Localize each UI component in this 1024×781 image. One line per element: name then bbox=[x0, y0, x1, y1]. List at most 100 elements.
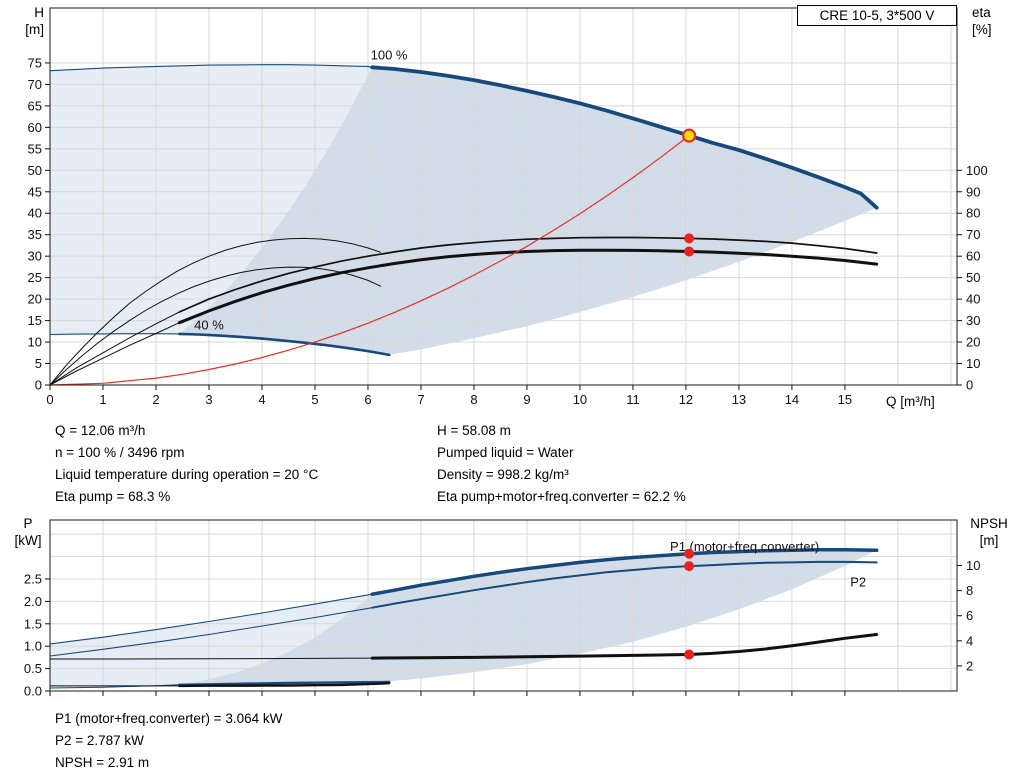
info-npsh: NPSH = 2.91 m bbox=[55, 755, 150, 770]
y-left-tick-label: 0.0 bbox=[24, 684, 42, 699]
x-tick-label: 10 bbox=[573, 392, 587, 407]
q-axis-title: Q [m³/h] bbox=[886, 393, 935, 410]
power-envelope-light bbox=[50, 594, 373, 688]
envelope-light bbox=[50, 64, 373, 335]
y-left-tick-label: 25 bbox=[28, 270, 42, 285]
info-eta-pump: Eta pump = 68.3 % bbox=[55, 489, 171, 504]
y-left-tick-label: 5 bbox=[35, 356, 42, 371]
eta-total-point bbox=[684, 246, 695, 257]
y-right-tick-label: 80 bbox=[966, 206, 980, 221]
duty-info-left: Q = 12.06 m³/h n = 100 % / 3496 rpm Liqu… bbox=[55, 420, 318, 508]
x-tick-label: 3 bbox=[205, 392, 212, 407]
y-right-tick-label: 30 bbox=[966, 313, 980, 328]
npsh-axis-title-line1: NPSH bbox=[970, 516, 1008, 531]
pump-type-box: CRE 10-5, 3*500 V bbox=[797, 5, 957, 26]
eta-total-curve-40 bbox=[49, 266, 382, 386]
p1-point bbox=[684, 548, 695, 559]
x-tick-label: 0 bbox=[46, 392, 53, 407]
duty-point[interactable] bbox=[682, 128, 697, 143]
x-tick-label: 12 bbox=[679, 392, 693, 407]
y-left-tick-label: 75 bbox=[28, 55, 42, 70]
info-p1: P1 (motor+freq.converter) = 3.064 kW bbox=[55, 711, 283, 726]
info-h: H = 58.08 m bbox=[437, 423, 511, 438]
y-right-tick-label: 4 bbox=[966, 633, 973, 648]
x-tick-label: 15 bbox=[838, 392, 852, 407]
eta-pump-point bbox=[684, 233, 695, 244]
x-tick-label: 9 bbox=[523, 392, 530, 407]
y-right-tick-label: 10 bbox=[966, 558, 980, 573]
x-tick-label: 8 bbox=[470, 392, 477, 407]
y-left-tick-label: 65 bbox=[28, 98, 42, 113]
y-right-tick-label: 6 bbox=[966, 608, 973, 623]
x-tick-label: 2 bbox=[152, 392, 159, 407]
p2-point bbox=[684, 561, 695, 572]
p2-curve-operating-range bbox=[371, 560, 878, 609]
y-left-tick-label: 45 bbox=[28, 184, 42, 199]
p-axis-title-line2: [kW] bbox=[14, 533, 42, 548]
p1-curve-40-operating-range bbox=[178, 680, 391, 686]
h-axis-title-line2: [m] bbox=[25, 22, 44, 37]
info-q: Q = 12.06 m³/h bbox=[55, 423, 146, 438]
head-chart: 0510152025303540455055606570750102030405… bbox=[28, 7, 988, 407]
label-p1: P1 (motor+freq.converter) bbox=[670, 539, 819, 554]
eta-axis-title-line2: [%] bbox=[972, 22, 992, 37]
y-right-tick-label: 70 bbox=[966, 227, 980, 242]
y-right-tick-label: 50 bbox=[966, 270, 980, 285]
y-right-tick-label: 60 bbox=[966, 249, 980, 264]
info-eta-total: Eta pump+motor+freq.converter = 62.2 % bbox=[437, 489, 686, 504]
y-left-tick-label: 2.0 bbox=[24, 594, 42, 609]
npsh-axis-title-line2: [m] bbox=[979, 533, 999, 548]
duty-info-right: H = 58.08 m Pumped liquid = Water Densit… bbox=[437, 420, 686, 508]
x-tick-label: 13 bbox=[732, 392, 746, 407]
p-axis-title-line1: P bbox=[23, 516, 33, 531]
label-100-percent: 100 % bbox=[371, 48, 408, 63]
envelope-main bbox=[179, 67, 877, 355]
x-tick-label: 11 bbox=[626, 392, 640, 407]
pump-curve-100-operating-range bbox=[370, 65, 879, 210]
info-speed: n = 100 % / 3496 rpm bbox=[55, 445, 185, 460]
eta-total-curve-operating-range bbox=[177, 248, 879, 325]
x-tick-label: 5 bbox=[311, 392, 318, 407]
head-chart-frame bbox=[49, 7, 958, 386]
x-tick-label: 7 bbox=[417, 392, 424, 407]
y-right-tick-label: 8 bbox=[966, 583, 973, 598]
label-p2: P2 bbox=[850, 575, 866, 590]
y-left-tick-label: 15 bbox=[28, 313, 42, 328]
y-right-tick-label: 90 bbox=[966, 184, 980, 199]
info-p2: P2 = 2.787 kW bbox=[55, 733, 144, 748]
y-right-tick-label: 40 bbox=[966, 292, 980, 307]
y-left-tick-label: 55 bbox=[28, 141, 42, 156]
pump-curve-40-operating-range bbox=[178, 332, 391, 357]
y-left-tick-label: 30 bbox=[28, 249, 42, 264]
y-left-tick-label: 10 bbox=[28, 335, 42, 350]
info-density: Density = 998.2 kg/m³ bbox=[437, 467, 569, 482]
y-left-tick-label: 0 bbox=[35, 378, 42, 393]
power-chart: 0.0 0.5 1.0 1.5 2.0 2.5 2 4 6 8 10 P1 (motor+freq.c… bbox=[24, 519, 980, 699]
eta-axis-title: eta [%] bbox=[972, 4, 992, 38]
h-axis-title-line1: H bbox=[34, 5, 44, 20]
y-right-tick-label: 100 bbox=[966, 163, 988, 178]
p-axis-title: P [kW] bbox=[10, 515, 46, 549]
eta-pump-curve-operating-range bbox=[178, 236, 878, 313]
y-left-tick-label: 60 bbox=[28, 120, 42, 135]
y-left-tick-label: 20 bbox=[28, 292, 42, 307]
y-left-tick-label: 40 bbox=[28, 206, 42, 221]
q-axis-title-text: Q [m³/h] bbox=[886, 394, 935, 409]
npsh-curve-operating-range bbox=[370, 633, 879, 660]
label-40-percent: 40 % bbox=[194, 318, 224, 333]
h-axis-title: H [m] bbox=[14, 4, 44, 38]
control-curve bbox=[49, 135, 690, 386]
y-left-tick-label: 1.0 bbox=[24, 639, 42, 654]
y-right-tick-label: 10 bbox=[966, 356, 980, 371]
info-pumped-liquid: Pumped liquid = Water bbox=[437, 445, 574, 460]
power-envelope-main bbox=[179, 549, 877, 685]
npsh-axis-title: NPSH [m] bbox=[966, 515, 1012, 549]
y-left-tick-label: 0.5 bbox=[24, 661, 42, 676]
y-left-tick-label: 1.5 bbox=[24, 616, 42, 631]
npsh-point bbox=[684, 649, 695, 660]
eta-pump-curve-40 bbox=[49, 237, 382, 386]
y-right-tick-label: 2 bbox=[966, 658, 973, 673]
y-right-tick-label: 20 bbox=[966, 335, 980, 350]
